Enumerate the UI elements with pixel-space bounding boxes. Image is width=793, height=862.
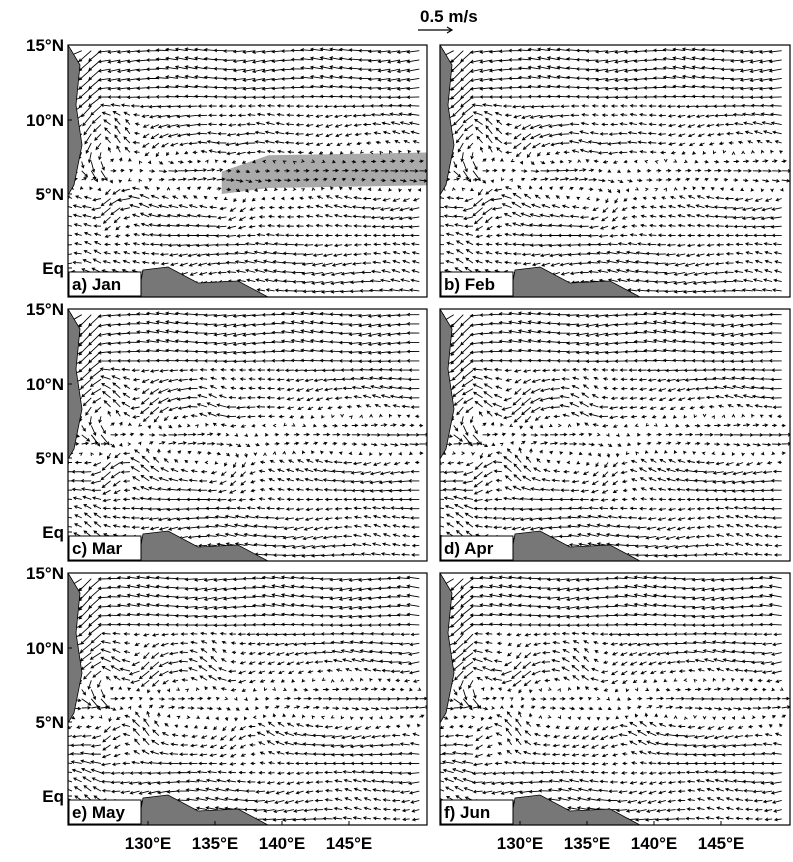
lat-label: 10°N [26,111,64,130]
lat-label: 5°N [35,713,64,732]
land [137,794,269,825]
lon-label: 140°E [259,834,306,853]
lon-label: 145°E [698,834,745,853]
panel-label: d) Apr [444,539,494,558]
land [509,266,641,297]
land [509,530,641,561]
panel-frame [67,308,428,562]
land [68,573,83,724]
panel-label: c) Mar [72,539,122,558]
lat-label: Eq [42,259,64,278]
land [68,45,83,196]
panel-label: a) Jan [72,275,121,294]
lat-label: Eq [42,787,64,806]
lon-label: 135°E [192,834,239,853]
panel-label-box [440,271,514,297]
lon-label: 145°E [326,834,373,853]
land [509,794,641,825]
lat-label: 10°N [26,639,64,658]
vector-field [68,575,427,822]
panel-label: e) May [72,803,125,822]
panel-label-box [440,799,514,825]
map-panel [68,309,427,561]
lat-label: 10°N [26,375,64,394]
lat-label: 15°N [26,300,64,319]
land [137,530,269,561]
lat-label: 15°N [26,564,64,583]
lat-label: 15°N [26,36,64,55]
panel-label-box [68,535,142,561]
panel-label: b) Feb [444,275,495,294]
lat-label: 5°N [35,185,64,204]
lat-label: Eq [42,523,64,542]
panel-frame [439,308,791,562]
map-panel [440,573,790,825]
land [440,573,455,724]
lon-label: 130°E [125,834,172,853]
vector-field [68,311,427,558]
lat-label: 5°N [35,449,64,468]
shaded-region [221,152,427,194]
vector-field [440,47,790,294]
panel-label-box [68,271,142,297]
land [137,266,269,297]
map-panel [68,45,427,297]
panel-label-box [440,535,514,561]
lon-label: 135°E [564,834,611,853]
land [440,309,455,460]
scale-label: 0.5 m/s [420,7,478,26]
panel-frame [439,44,791,298]
land [440,45,455,196]
map-panel [68,573,427,825]
map-panel [440,45,790,297]
vector-field [440,311,790,558]
panel-label-box [68,799,142,825]
scale-arrow-head [446,26,454,34]
panel-frame [439,572,791,826]
panel-label: f) Jun [444,803,490,822]
panel-frame [67,572,428,826]
lon-label: 130°E [497,834,544,853]
map-panel [440,309,790,561]
vector-field [440,575,790,822]
panel-frame [67,44,428,298]
lon-label: 140°E [631,834,678,853]
land [68,309,83,460]
